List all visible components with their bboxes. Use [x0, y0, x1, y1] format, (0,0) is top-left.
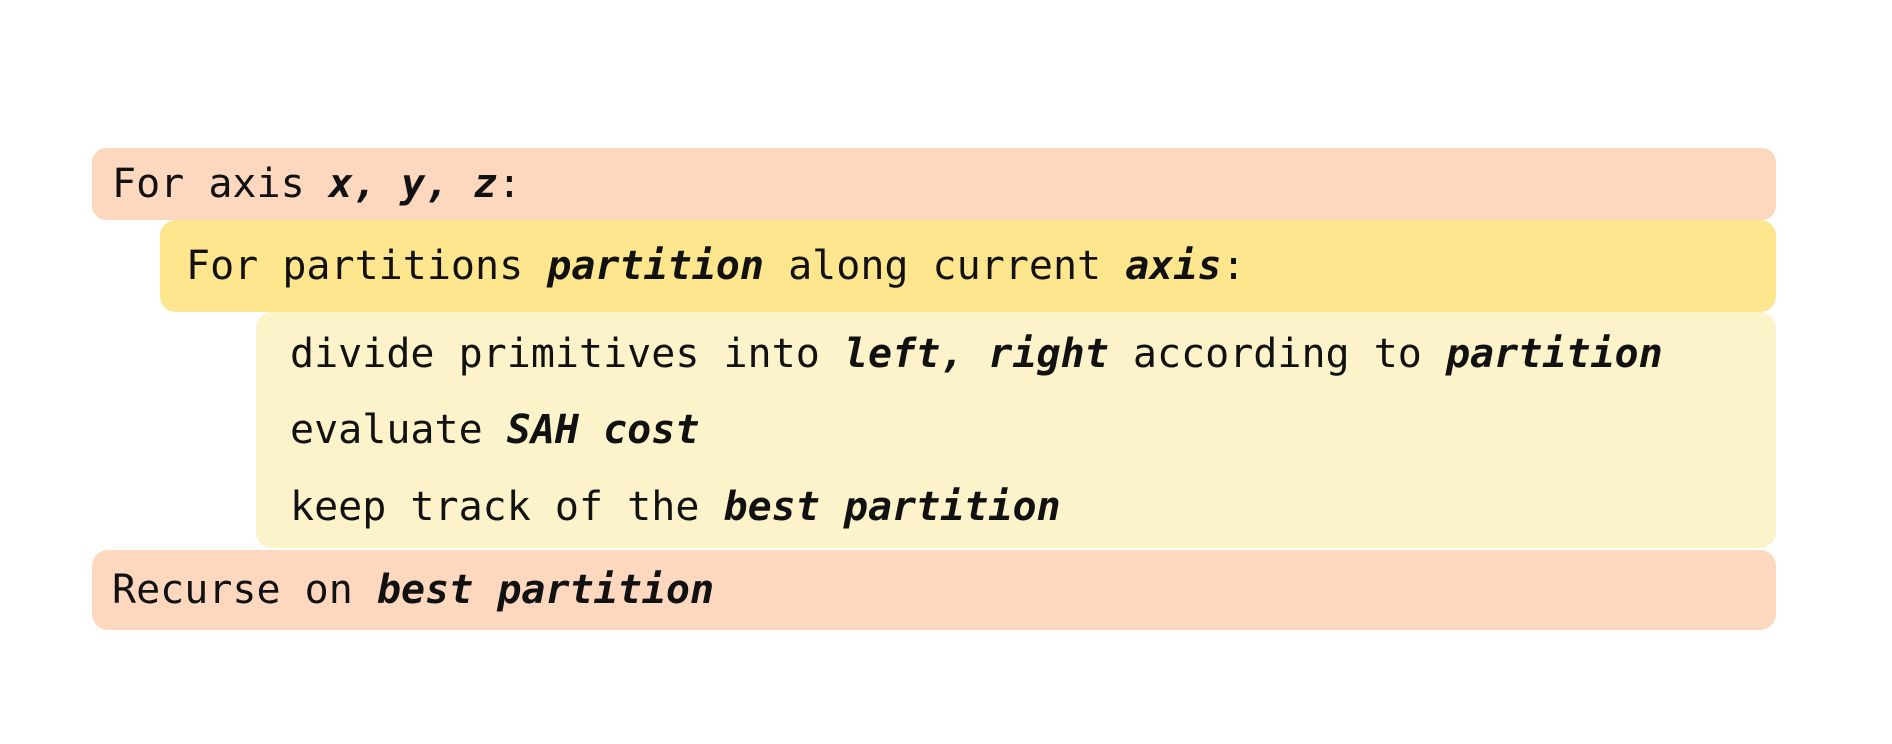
divide-sets: left, right: [843, 330, 1109, 377]
inner-loop-var: partition: [547, 243, 764, 289]
evaluate-prefix: evaluate: [290, 407, 507, 453]
inner-loop-middle: along current: [763, 243, 1126, 289]
body-line-keep-track: keep track of the best partition: [290, 472, 1061, 542]
outer-loop-vars: x, y, z: [328, 161, 498, 207]
inner-loop-prefix: For partitions: [186, 243, 548, 289]
recurse-var: best partition: [376, 567, 715, 613]
outer-loop-prefix: For axis: [112, 161, 329, 207]
body-line-evaluate: evaluate SAH cost: [290, 395, 699, 465]
evaluate-var: SAH cost: [506, 407, 700, 453]
body-line-divide: divide primitives into left, right accor…: [290, 319, 1663, 389]
inner-loop-axis: axis: [1125, 243, 1222, 289]
keep-track-prefix: keep track of the: [290, 483, 724, 530]
keep-track-var: best partition: [723, 483, 1061, 530]
divide-var: partition: [1445, 330, 1663, 377]
inner-loop-suffix: :: [1221, 243, 1246, 289]
divide-middle: according to: [1108, 330, 1446, 377]
loop-body-block: divide primitives into left, right accor…: [256, 312, 1776, 548]
divide-prefix: divide primitives into: [290, 330, 844, 377]
recurse-block: Recurse on best partition: [92, 550, 1776, 630]
outer-loop-suffix: :: [497, 161, 522, 207]
inner-loop-block: For partitions partition along current a…: [160, 220, 1776, 312]
recurse-prefix: Recurse on: [112, 567, 377, 613]
outer-loop-block: For axis x, y, z:: [92, 148, 1776, 220]
